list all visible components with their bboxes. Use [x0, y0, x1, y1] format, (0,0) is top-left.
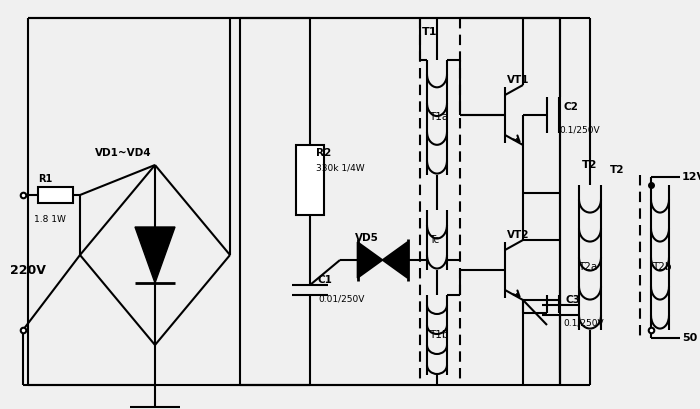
- Text: 0.1/250V: 0.1/250V: [559, 126, 600, 135]
- Polygon shape: [135, 227, 175, 283]
- Text: T2b: T2b: [652, 263, 671, 272]
- Text: T2: T2: [610, 165, 624, 175]
- Text: Tc: Tc: [429, 235, 440, 245]
- Text: 330k 1/4W: 330k 1/4W: [316, 164, 365, 173]
- Polygon shape: [358, 242, 382, 278]
- Text: R1: R1: [38, 174, 52, 184]
- Text: C2: C2: [563, 102, 578, 112]
- Text: 220V: 220V: [10, 263, 46, 276]
- Text: T1: T1: [422, 27, 438, 37]
- Bar: [296, 145, 324, 215]
- Text: T2: T2: [582, 160, 598, 170]
- Bar: [38, 187, 73, 203]
- Text: R2: R2: [316, 148, 331, 158]
- Text: 12V: 12V: [682, 172, 700, 182]
- Text: C1: C1: [318, 275, 333, 285]
- Text: VD1~VD4: VD1~VD4: [95, 148, 152, 158]
- Text: VD5: VD5: [355, 233, 379, 243]
- Text: C3: C3: [565, 295, 580, 305]
- Text: 1.8 1W: 1.8 1W: [34, 214, 66, 223]
- Text: T1a: T1a: [429, 112, 448, 123]
- Text: T1b: T1b: [429, 330, 449, 340]
- Polygon shape: [382, 242, 407, 278]
- Text: VT1: VT1: [507, 75, 529, 85]
- Text: 0.1/250V: 0.1/250V: [563, 319, 603, 328]
- Text: 0.01/250V: 0.01/250V: [318, 294, 365, 303]
- Text: VT2: VT2: [507, 230, 529, 240]
- Text: T2a: T2a: [578, 263, 597, 272]
- Text: 50: 50: [682, 333, 697, 343]
